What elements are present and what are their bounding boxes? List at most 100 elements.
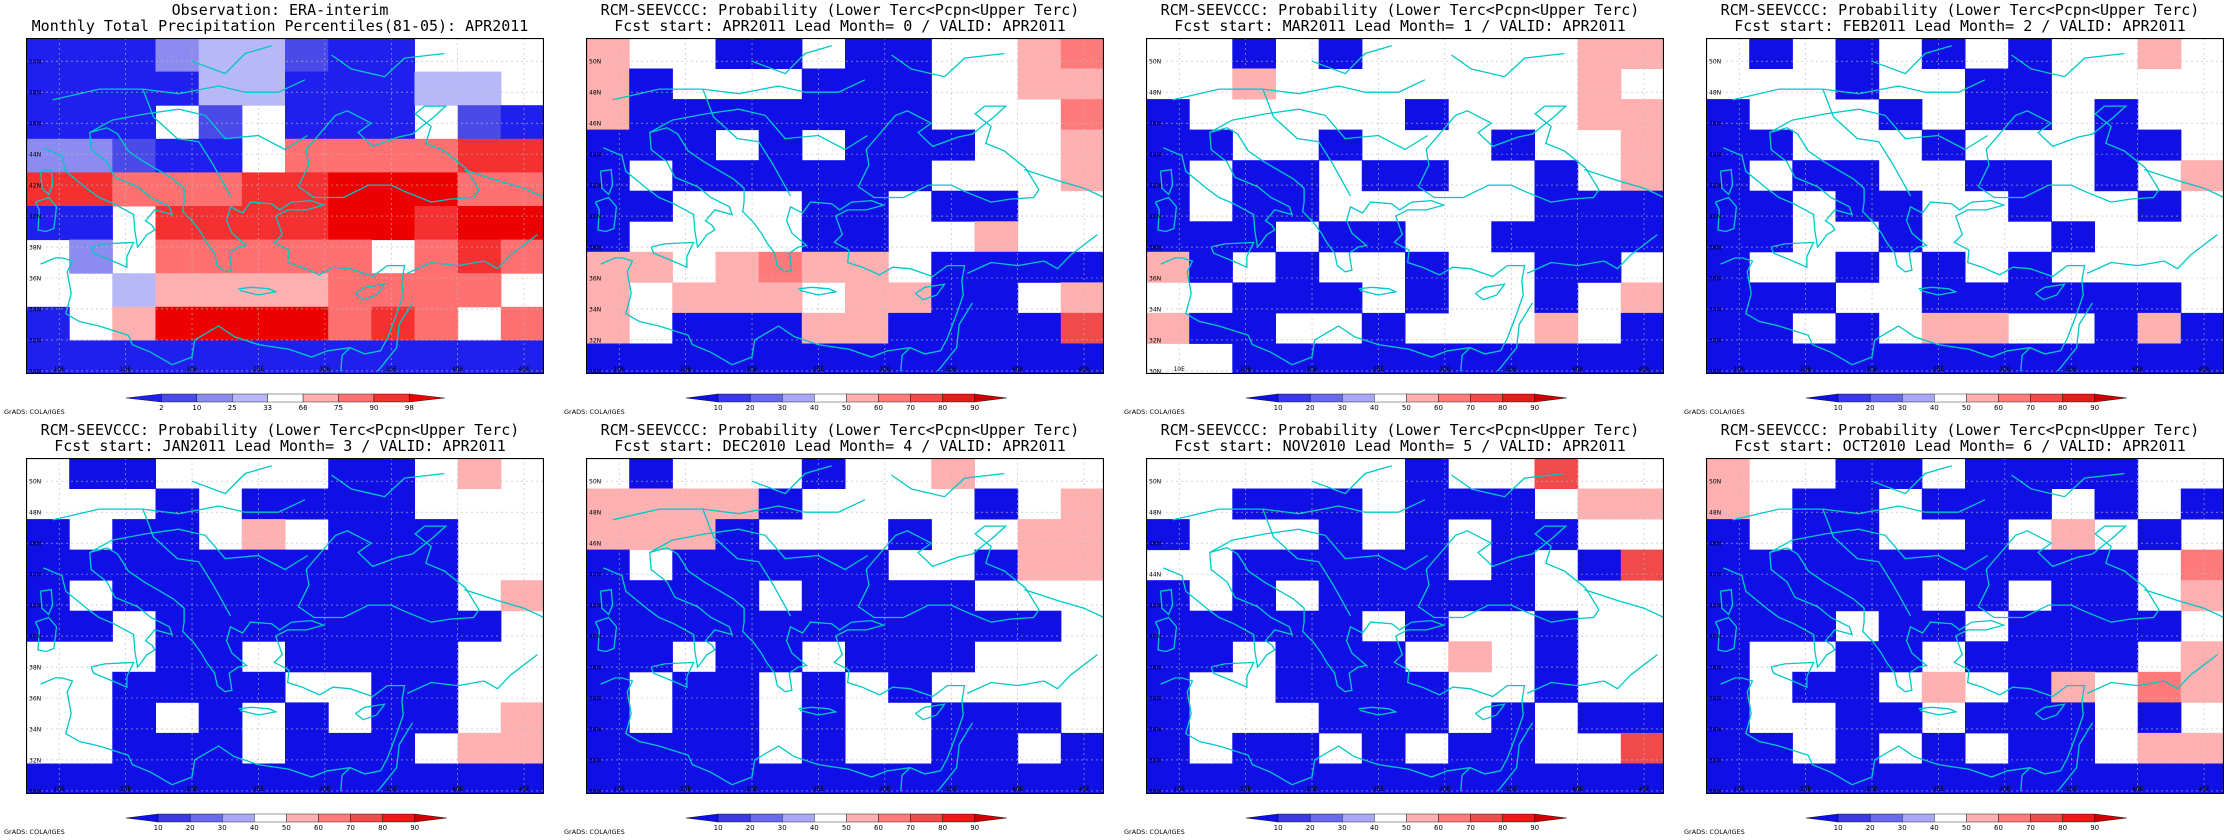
lat-tick-label: 48N — [29, 510, 41, 517]
colorbar-segment — [1309, 813, 1343, 823]
grid-cell — [845, 282, 889, 314]
coastline — [1770, 661, 1815, 689]
lat-tick-label: 38N — [29, 245, 41, 252]
colorbar-segment — [1869, 393, 1903, 403]
coastline — [857, 105, 1040, 203]
grid-cell — [155, 38, 200, 73]
grid-cell — [1405, 282, 1449, 314]
colorbar-label: 20 — [186, 824, 195, 832]
grid-cell — [1318, 221, 1363, 253]
grid-cell — [414, 610, 459, 642]
coastline — [40, 547, 406, 786]
grid-cell — [414, 702, 459, 734]
grid-cell — [328, 340, 372, 374]
grid-cell — [888, 68, 932, 100]
grid-cell — [285, 239, 329, 274]
coastline — [1719, 588, 1734, 616]
grid-cell — [2180, 312, 2224, 344]
grid-cell — [974, 312, 1019, 344]
grid-cell — [457, 763, 502, 794]
grid-cell — [801, 221, 846, 253]
colorbar-segment — [382, 813, 415, 823]
colorbar-segment — [1998, 393, 2031, 403]
grid-cell — [801, 312, 846, 344]
grid-cell — [328, 610, 372, 642]
colorbar-segment — [782, 813, 815, 823]
grid-cell — [112, 580, 156, 612]
grid-cell — [69, 458, 113, 489]
lon-tick-label: 45E — [1078, 366, 1090, 373]
colorbar-segment — [1869, 813, 1903, 823]
grid-cell — [1878, 580, 1923, 612]
grid-cell — [1965, 458, 2009, 489]
coastlines — [1154, 465, 1664, 792]
grid-cell — [1146, 702, 1190, 734]
colorbar-label: 90 — [1530, 404, 1539, 412]
grid-cell — [1146, 610, 1190, 642]
grid-cell — [500, 763, 544, 794]
colorbar-segment — [1502, 393, 1535, 403]
lat-tick-label: 36N — [29, 696, 41, 703]
grid-cell — [414, 763, 459, 794]
colorbar-segment — [2062, 393, 2095, 403]
colorbar-end-left — [1805, 393, 1839, 403]
grid-cell — [112, 519, 156, 551]
grid-cell — [845, 221, 889, 253]
lon-tick-label: 30E — [319, 366, 331, 373]
grid-cell — [801, 160, 846, 192]
coastlines — [1714, 45, 2224, 372]
grid-cell — [974, 343, 1019, 374]
colorbar-segment — [1374, 393, 1407, 403]
coastline — [1311, 45, 1392, 75]
lat-tick-label: 46N — [589, 541, 601, 548]
colorbar-label: 10 — [1274, 824, 1283, 832]
grid-cell — [974, 763, 1019, 794]
coastline — [1577, 654, 1658, 690]
coastline — [599, 168, 614, 196]
map-panel-lead-2: RCM-SEEVCCC: Probability (Lower Terc<Pcp… — [1680, 0, 2240, 420]
grid-cell — [888, 38, 932, 69]
grid-cell — [1792, 488, 1836, 520]
lon-tick-label: 10E — [53, 786, 65, 793]
grid-cell — [1405, 458, 1449, 489]
colorbar-segment — [232, 393, 268, 403]
coastline — [751, 45, 832, 75]
colorbar-label: 80 — [2058, 404, 2067, 412]
grid-cell — [500, 702, 544, 734]
colorbar-label: 75 — [334, 404, 343, 412]
grid-cell — [2094, 488, 2139, 520]
grid-cell — [586, 99, 630, 131]
grid-cell — [1060, 160, 1104, 192]
grid-cell — [112, 38, 156, 73]
grid-cell — [112, 172, 156, 207]
grid-cell — [1620, 702, 1664, 734]
grid-cell — [758, 99, 803, 131]
coastline — [355, 703, 387, 721]
grid-cell — [112, 306, 156, 341]
grid-cell — [1146, 190, 1190, 222]
grid-cell — [2008, 68, 2052, 100]
lat-tick-label: 50N — [29, 59, 41, 66]
colorbar-end-right — [414, 813, 447, 823]
grid-cell — [1878, 641, 1923, 673]
grid-cell — [155, 732, 200, 764]
map-frame — [26, 458, 544, 794]
grid-cell — [457, 340, 502, 374]
grid-cell — [26, 340, 70, 374]
grid-cell — [457, 273, 502, 308]
colorbar-label: 90 — [1530, 824, 1539, 832]
colorbar-label: 80 — [2058, 824, 2067, 832]
grid-cell — [1706, 519, 1750, 551]
colorbar-segment — [1277, 393, 1311, 403]
grid-cell — [1706, 702, 1750, 734]
coastlines — [1714, 465, 2224, 792]
grid-cell — [1491, 732, 1535, 764]
colorbar-segment — [318, 813, 351, 823]
grid-cell — [285, 340, 329, 374]
lat-tick-label: 44N — [589, 572, 601, 579]
grid-cell — [1146, 671, 1190, 703]
grid-cell — [1232, 312, 1276, 344]
lat-tick-label: 50N — [589, 479, 601, 486]
grid-cell — [845, 99, 889, 131]
grid-cell — [457, 105, 502, 140]
